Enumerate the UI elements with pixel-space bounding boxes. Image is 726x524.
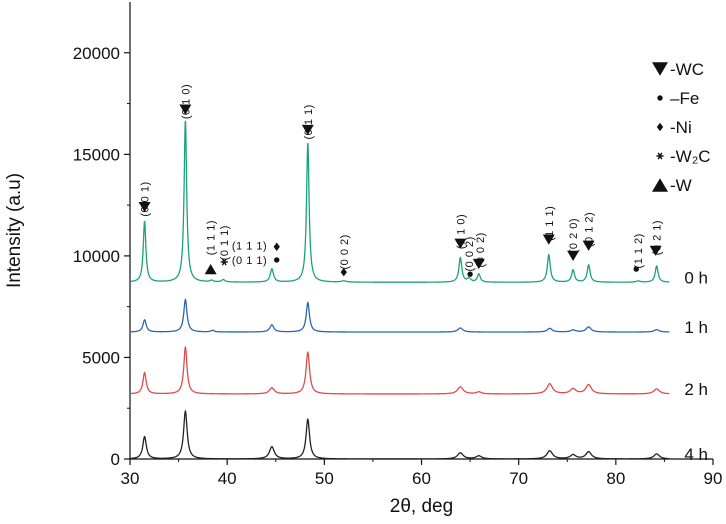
y-tick-label: 10000 bbox=[73, 247, 120, 266]
peak-marker-down-triangle bbox=[138, 202, 151, 213]
legend-label: -W₂C bbox=[670, 147, 711, 166]
peak-marker-up-triangle bbox=[204, 263, 217, 275]
y-axis-title: Intensity (a.u) bbox=[4, 173, 25, 288]
peak-label: (0 1 2) bbox=[584, 212, 596, 247]
series-line-4h bbox=[129, 409, 670, 460]
peak-marker-down-triangle bbox=[567, 250, 580, 261]
peak-marker-down-triangle bbox=[472, 258, 485, 270]
legend-label: -WC bbox=[670, 60, 704, 79]
peak-marker-down-triangle bbox=[649, 245, 662, 256]
peak-label: (1 1 2) bbox=[633, 233, 645, 268]
peak-marker-diamond bbox=[340, 267, 347, 277]
series-line-2h bbox=[129, 345, 670, 395]
x-axis-title: 2θ, deg bbox=[390, 496, 453, 517]
peak-marker-asterisk bbox=[220, 258, 228, 266]
peak-label: (0 2 0) bbox=[568, 218, 580, 253]
peak-marker-diamond bbox=[273, 242, 280, 251]
peak-label: (1 1 1) bbox=[544, 206, 556, 241]
peak-marker-dot bbox=[274, 257, 280, 263]
peak-marker-down-triangle bbox=[542, 234, 555, 245]
y-tick-label: 20000 bbox=[73, 44, 120, 63]
peak-label: (1 1 0) bbox=[455, 214, 467, 249]
legend-label: –Fe bbox=[670, 89, 699, 108]
peak-marker-dot bbox=[467, 271, 473, 277]
peak-label: (0 0 2) bbox=[464, 236, 476, 271]
peak-marker-down-triangle bbox=[179, 104, 192, 115]
y-tick-label: 15000 bbox=[73, 145, 120, 164]
peak-label: (0 0 2) bbox=[475, 232, 487, 267]
peak-marker-down-triangle bbox=[301, 124, 314, 136]
x-tick-label: 50 bbox=[315, 469, 334, 488]
peak-label: (0 1 1) bbox=[303, 104, 315, 139]
legend-marker-diamond bbox=[656, 122, 664, 132]
legend-marker-asterisk bbox=[656, 152, 664, 160]
legend-marker-up-triangle bbox=[652, 178, 668, 192]
series-line-1h bbox=[129, 298, 670, 333]
peak-label: (0 1 1) bbox=[232, 255, 267, 267]
x-tick-label: 90 bbox=[704, 469, 723, 488]
legend-label: -Ni bbox=[670, 118, 692, 137]
peak-label: (0 0 2) bbox=[339, 234, 351, 269]
series-label: 4 h bbox=[684, 445, 708, 464]
x-tick-label: 80 bbox=[606, 469, 625, 488]
peak-label: (0 1 1) bbox=[219, 225, 231, 260]
series-label: 0 h bbox=[684, 268, 708, 287]
x-tick-label: 30 bbox=[121, 469, 140, 488]
peak-marker-dot bbox=[633, 266, 639, 272]
x-tick-label: 70 bbox=[509, 469, 528, 488]
series-label: 1 h bbox=[684, 318, 708, 337]
peak-label: (0 1 0) bbox=[180, 84, 192, 119]
x-tick-label: 60 bbox=[412, 469, 431, 488]
peak-marker-down-triangle bbox=[454, 238, 467, 249]
peak-marker-down-triangle bbox=[582, 240, 595, 251]
series-label: 2 h bbox=[684, 380, 708, 399]
legend-label: -W bbox=[670, 176, 692, 195]
legend-marker-dot bbox=[657, 95, 663, 101]
y-tick-label: 0 bbox=[111, 450, 120, 469]
legend-marker-down-triangle bbox=[652, 62, 668, 76]
peak-label: (0 0 1) bbox=[140, 181, 152, 216]
series-line-0h bbox=[129, 120, 670, 283]
peak-label: (0 2 1) bbox=[652, 220, 664, 255]
y-tick-label: 5000 bbox=[82, 348, 120, 367]
peak-label: (1 1 1) bbox=[206, 220, 218, 255]
peak-label: (1 1 1) bbox=[232, 241, 267, 253]
x-tick-label: 40 bbox=[218, 469, 237, 488]
